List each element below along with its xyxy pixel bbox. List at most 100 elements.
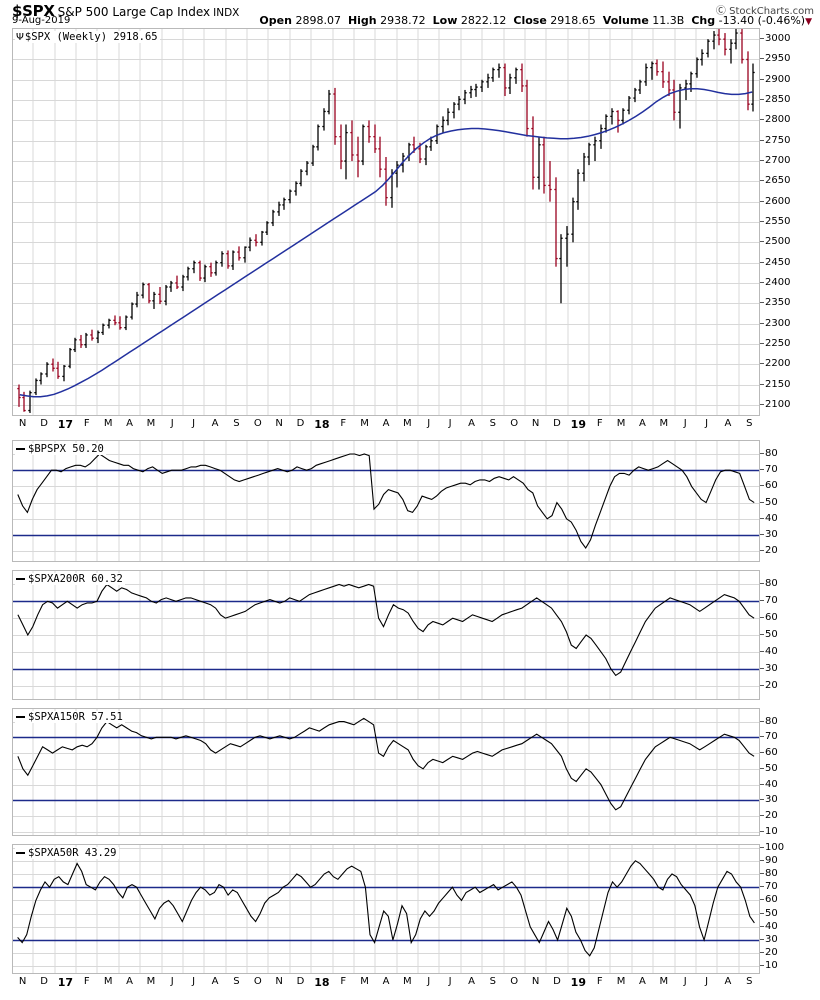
y-tick-mark	[760, 752, 764, 753]
y-tick-mark	[760, 485, 764, 486]
x-tick-label: F	[340, 976, 347, 987]
x-tick-label: A	[724, 418, 732, 429]
series-bpspx	[13, 453, 759, 549]
x-tick-label: A	[211, 418, 219, 429]
y-tick-label: 60	[765, 612, 778, 624]
y-tick-label: 100	[765, 841, 785, 853]
y-tick-label: 2850	[765, 94, 791, 106]
open-label: Open	[259, 14, 292, 27]
x-tick-label: D	[296, 418, 305, 429]
panel-bpspx: $BPSPX 50.20 80 70 60 50 40 30 20	[0, 440, 820, 562]
series-label-text: $SPXA200R 60.32	[28, 573, 123, 585]
x-tick-label: A	[382, 976, 390, 987]
y-tick-label: 10	[765, 960, 778, 972]
plot-area-bpspx[interactable]: $BPSPX 50.20	[12, 440, 760, 562]
x-tick-label: F	[83, 976, 90, 987]
y-tick-label: 60	[765, 747, 778, 759]
y-tick-mark	[760, 469, 764, 470]
series-label-spxa50r: $SPXA50R 43.29	[15, 847, 119, 859]
plot-area-spxa200r[interactable]: $SPXA200R 60.32	[12, 570, 760, 700]
y-tick-label: 80	[765, 447, 778, 459]
x-tick-label: J	[427, 418, 431, 429]
y-tick-label: 2700	[765, 155, 791, 167]
symbol-ticker: $SPX	[12, 2, 55, 20]
x-tick-label: M	[103, 418, 113, 429]
series-label-text: $SPXA50R 43.29	[28, 847, 117, 859]
legend-swatch	[16, 716, 25, 718]
y-tick-mark	[760, 784, 764, 785]
y-tick-label: 60	[765, 480, 778, 492]
series-price	[17, 29, 755, 413]
x-tick-label: D	[553, 418, 561, 429]
x-tick-label: F	[596, 418, 603, 429]
y-tick-mark	[760, 502, 764, 503]
x-tick-label: F	[83, 418, 90, 429]
chg-value: -13.40 (-0.46%)	[718, 14, 806, 27]
y-tick-mark	[760, 534, 764, 535]
x-tick-label: A	[126, 418, 133, 429]
y-tick-mark	[760, 58, 764, 59]
plot-area-spxa50r[interactable]: $SPXA50R 43.29	[12, 844, 760, 974]
y-tick-label: 70	[765, 464, 778, 476]
x-tick-label: D	[296, 976, 305, 987]
y-tick-mark	[760, 617, 764, 618]
y-tick-mark	[760, 343, 764, 344]
x-tick-label: 19	[570, 976, 586, 989]
series-label-spxa150r: $SPXA150R 57.51	[15, 711, 125, 723]
x-tick-label: O	[253, 418, 262, 429]
y-tick-mark	[760, 323, 764, 324]
series-label-price: Ψ$SPX (Weekly) 2918.65	[15, 31, 160, 43]
legend-swatch	[16, 578, 25, 580]
quote-bar: Open 2898.07 High 2938.72 Low 2822.12 Cl…	[259, 14, 812, 27]
y-tick-mark	[760, 282, 764, 283]
series-spxa200r	[13, 583, 759, 677]
stockcharts-watermark: Ⓒ StockCharts.com	[715, 6, 814, 17]
series-spxa150r	[13, 717, 759, 811]
y-tick-label: 20	[765, 679, 778, 691]
close-label: Close	[513, 14, 547, 27]
x-tick-label: A	[126, 976, 133, 987]
y-tick-mark	[760, 518, 764, 519]
x-tick-label: A	[639, 418, 646, 429]
x-tick-label: M	[146, 418, 156, 429]
y-tick-mark	[760, 262, 764, 263]
y-tick-mark	[760, 79, 764, 80]
y-tick-mark	[760, 634, 764, 635]
x-tick-label: M	[616, 976, 626, 987]
y-tick-label: 50	[765, 762, 778, 774]
x-tick-label: M	[103, 976, 113, 987]
x-tick-label: J	[683, 418, 687, 429]
y-tick-label: 2600	[765, 195, 791, 207]
y-tick-label: 70	[765, 881, 778, 893]
y-tick-label: 2100	[765, 398, 791, 410]
symbol-exchange: INDX	[213, 7, 240, 19]
y-tick-mark	[760, 99, 764, 100]
y-tick-label: 2300	[765, 317, 791, 329]
y-tick-label: 40	[765, 920, 778, 932]
x-tick-label: S	[746, 418, 753, 429]
y-tick-mark	[760, 363, 764, 364]
indicator-line	[17, 583, 755, 677]
plot-area-spxa150r[interactable]: $SPXA150R 57.51	[12, 708, 760, 836]
plot-area-price[interactable]: Ψ$SPX (Weekly) 2918.65	[12, 28, 760, 416]
y-tick-mark	[760, 685, 764, 686]
y-tick-label: 40	[765, 512, 778, 524]
volume-value: 11.3B	[652, 14, 685, 27]
y-tick-label: 70	[765, 595, 778, 607]
x-tick-label: M	[360, 976, 369, 987]
y-tick-mark	[760, 736, 764, 737]
panel-price: Ψ$SPX (Weekly) 2918.65 3000 2950 2900 2850 28…	[0, 28, 820, 434]
low-label: Low	[432, 14, 458, 27]
y-tick-mark	[760, 302, 764, 303]
y-tick-mark	[760, 404, 764, 405]
y-tick-mark	[760, 384, 764, 385]
panel-spxa200r: $SPXA200R 60.32 80 70 60 50 40 30 20	[0, 570, 820, 700]
y-tick-mark	[760, 160, 764, 161]
x-tick-label: J	[427, 976, 431, 987]
y-tick-mark	[760, 899, 764, 900]
y-tick-label: 30	[765, 934, 778, 945]
series-spxa50r	[13, 860, 759, 957]
y-tick-label: 80	[765, 868, 778, 880]
x-tick-label: S	[746, 976, 753, 987]
